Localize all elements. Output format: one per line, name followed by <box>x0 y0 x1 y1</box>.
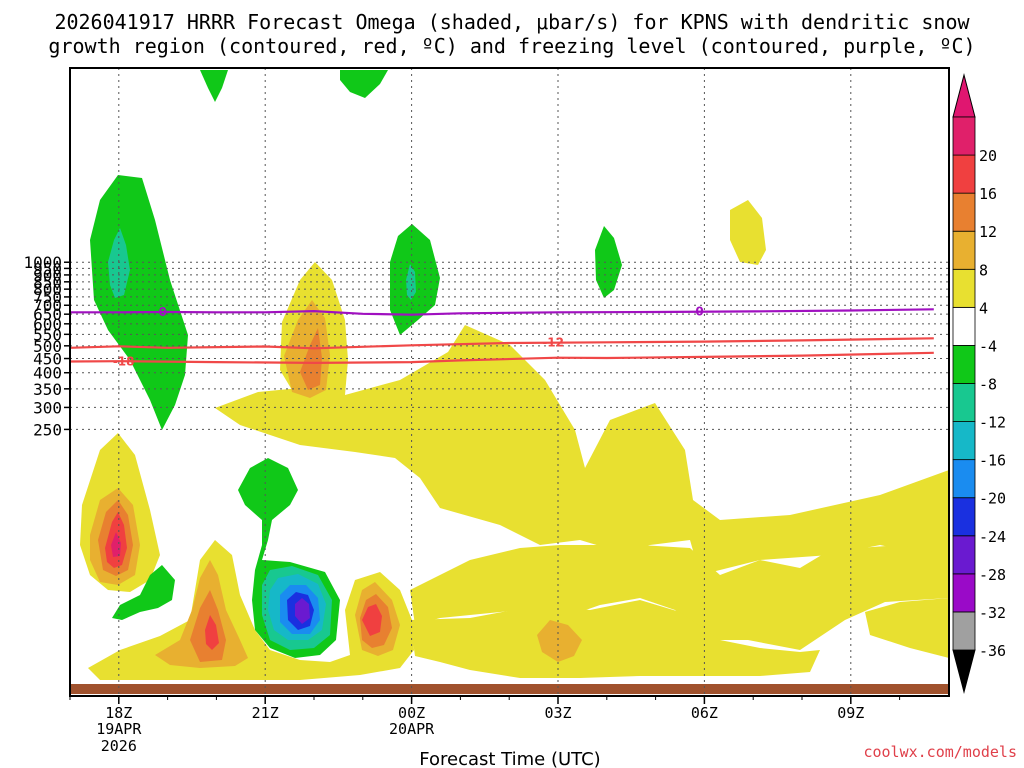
colorbar: -36 -32 -28 -24 -20 -16 -12 -8 -4 4 8 12 16 20 <box>952 73 1006 694</box>
ground-surface <box>70 684 949 694</box>
y-tick-label: 900 <box>33 266 62 285</box>
y-tick-label: 650 <box>33 305 62 324</box>
colorbar-swatch <box>952 611 976 651</box>
omega-shaded-region <box>112 565 175 620</box>
colorbar-swatch <box>952 421 976 461</box>
colorbar-tick-label: -12 <box>979 414 1006 432</box>
colorbar-tick-label: -8 <box>979 376 997 394</box>
x-axis-label: Forecast Time (UTC) <box>419 749 600 768</box>
y-tick-label: 250 <box>33 420 62 439</box>
omega-shaded-region <box>111 532 121 557</box>
colorbar-swatch <box>952 192 976 232</box>
y-tick-label: 950 <box>33 259 62 278</box>
colorbar-top-arrow <box>952 73 976 118</box>
colorbar-swatch <box>952 268 976 308</box>
x-tick-label: 21Z <box>252 704 279 722</box>
credit-text: coolwx.com/models <box>863 743 1017 761</box>
y-tick-label: 300 <box>33 398 62 417</box>
colorbar-swatch <box>952 497 976 537</box>
x-tick-year: 2026 <box>101 737 137 755</box>
colorbar-tick-label: 12 <box>979 223 997 241</box>
x-tick-label: 06Z <box>691 704 718 722</box>
colorbar-tick-label: 16 <box>979 185 997 203</box>
contour-line <box>70 337 934 350</box>
colorbar-tick-label: -4 <box>979 337 997 355</box>
y-tick-label: 800 <box>33 280 62 299</box>
colorbar-swatch <box>952 230 976 270</box>
omega-shaded-region <box>406 264 416 300</box>
colorbar-tick-label: -32 <box>979 604 1006 622</box>
y-tick-label: 450 <box>33 350 62 369</box>
y-tick-label: 750 <box>33 288 62 307</box>
contour-label: 0 <box>159 305 167 319</box>
colorbar-swatch <box>952 306 976 346</box>
omega-shaded-region <box>537 620 582 662</box>
omega-shaded-region <box>595 226 622 298</box>
contour-label: -12 <box>542 336 564 350</box>
axes: 250 3003504004505005506006507007508008509… <box>23 67 950 755</box>
colorbar-tick-label: -16 <box>979 452 1006 470</box>
x-tick-label: 00Z <box>398 704 425 722</box>
contour-label: 0 <box>695 305 703 319</box>
colorbar-swatch <box>952 345 976 384</box>
colorbar-swatch <box>952 116 976 156</box>
omega-shaded-region <box>295 598 310 624</box>
omega-shaded-region <box>215 325 949 575</box>
colorbar-bottom-arrow <box>952 649 976 694</box>
x-tick-label: 09Z <box>837 704 864 722</box>
y-tick-label: 850 <box>33 273 62 292</box>
colorbar-swatch <box>952 459 976 499</box>
colorbar-tick-label: 20 <box>979 147 997 165</box>
omega-shaded-region <box>410 600 820 678</box>
y-tick-label: 400 <box>33 364 62 383</box>
colorbar-tick-label: 4 <box>979 299 988 317</box>
chart-title-line-1: 2026041917 HRRR Forecast Omega (shaded, … <box>54 10 970 34</box>
colorbar-tick-label: -24 <box>979 528 1006 546</box>
x-tick-date: 19APR <box>96 720 142 738</box>
omega-shaded-region <box>88 540 414 680</box>
x-tick-label: 03Z <box>544 704 571 722</box>
colorbar-swatch <box>952 154 976 194</box>
y-tick-label: 600 <box>33 315 62 334</box>
colorbar-tick-label: -36 <box>979 642 1006 660</box>
y-tick-label: 500 <box>33 337 62 356</box>
chart-title-line-2: growth region (contoured, red, ºC) and f… <box>48 34 975 58</box>
x-tick-label: 18Z <box>105 704 132 722</box>
omega-shaded-region <box>90 175 188 430</box>
contour-line <box>70 308 934 316</box>
x-tick-date: 20APR <box>389 720 435 738</box>
plot-area: -18 -12 0 0 <box>70 68 949 696</box>
omega-shaded-region <box>410 545 949 650</box>
omega-shaded-region <box>340 70 388 98</box>
colorbar-swatch <box>952 573 976 613</box>
y-tick-label: 1000 <box>23 253 62 272</box>
colorbar-swatch <box>952 535 976 575</box>
y-tick-label: 550 <box>33 325 62 344</box>
colorbar-tick-label: 8 <box>979 261 988 279</box>
colorbar-swatch <box>952 383 976 422</box>
omega-shaded-region <box>362 604 382 636</box>
contour-line <box>70 351 934 365</box>
y-tick-label: 700 <box>33 296 62 315</box>
y-tick-label: 350 <box>33 380 62 399</box>
colorbar-tick-label: -28 <box>979 566 1006 584</box>
colorbar-tick-label: -20 <box>979 490 1006 508</box>
omega-shaded-region <box>205 615 219 650</box>
contour-label: -18 <box>113 354 135 368</box>
omega-shaded-region <box>730 200 766 265</box>
omega-shaded-region <box>865 598 949 658</box>
omega-shaded-region <box>108 228 130 298</box>
omega-shaded-region <box>200 70 228 102</box>
